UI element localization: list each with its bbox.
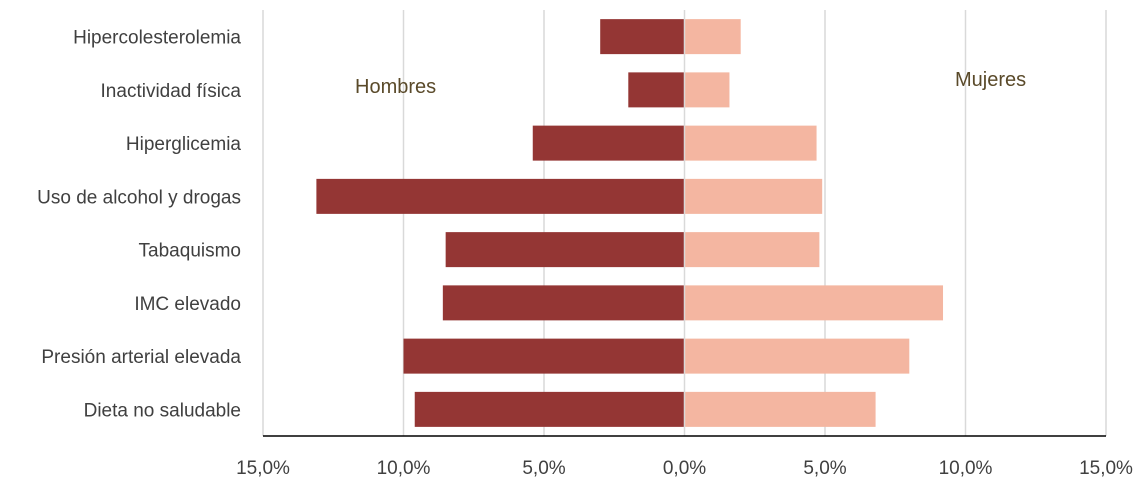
x-tick-label: 10,0% [377,458,431,479]
bar-mujeres [684,285,944,321]
category-label: Hiperglicemia [126,134,242,155]
category-label: Dieta no saludable [84,400,241,421]
x-tick-label: 0,0% [663,458,706,479]
category-labels: Hipercolesterolemia Inactividad física Hip… [37,28,241,422]
bar-hombres [532,125,685,161]
bar-hombres [403,338,685,374]
bar-hombres [628,72,685,108]
bars [316,19,944,427]
bar-mujeres [684,391,876,427]
category-label: Inactividad física [101,81,242,102]
x-tick-label: 5,0% [522,458,565,479]
bar-hombres [445,232,685,268]
bar-hombres [442,285,685,321]
bar-mujeres [684,19,741,55]
axes [263,10,1106,437]
x-tick-label: 15,0% [1079,458,1133,479]
category-label: Uso de alcohol y drogas [37,187,241,208]
x-tick-label: 5,0% [803,458,846,479]
category-label: Hipercolesterolemia [73,28,241,49]
bar-hombres [414,391,685,427]
bar-mujeres [684,72,730,108]
bar-mujeres [684,178,823,214]
bar-hombres [600,19,685,55]
series-label-mujeres: Mujeres [955,69,1026,91]
category-label: IMC elevado [134,294,241,315]
x-tick-label: 10,0% [939,458,993,479]
bar-mujeres [684,338,910,374]
category-label: Tabaquismo [139,241,241,262]
tick-labels: 15,0% 10,0% 5,0% 0,0% 5,0% 10,0% 15,0% [236,458,1133,479]
series-label-hombres: Hombres [355,76,436,98]
bar-mujeres [684,125,817,161]
gridlines [262,10,1107,436]
bar-hombres [316,178,685,214]
x-tick-label: 15,0% [236,458,290,479]
bar-mujeres [684,232,820,268]
category-label: Presión arterial elevada [41,347,241,368]
